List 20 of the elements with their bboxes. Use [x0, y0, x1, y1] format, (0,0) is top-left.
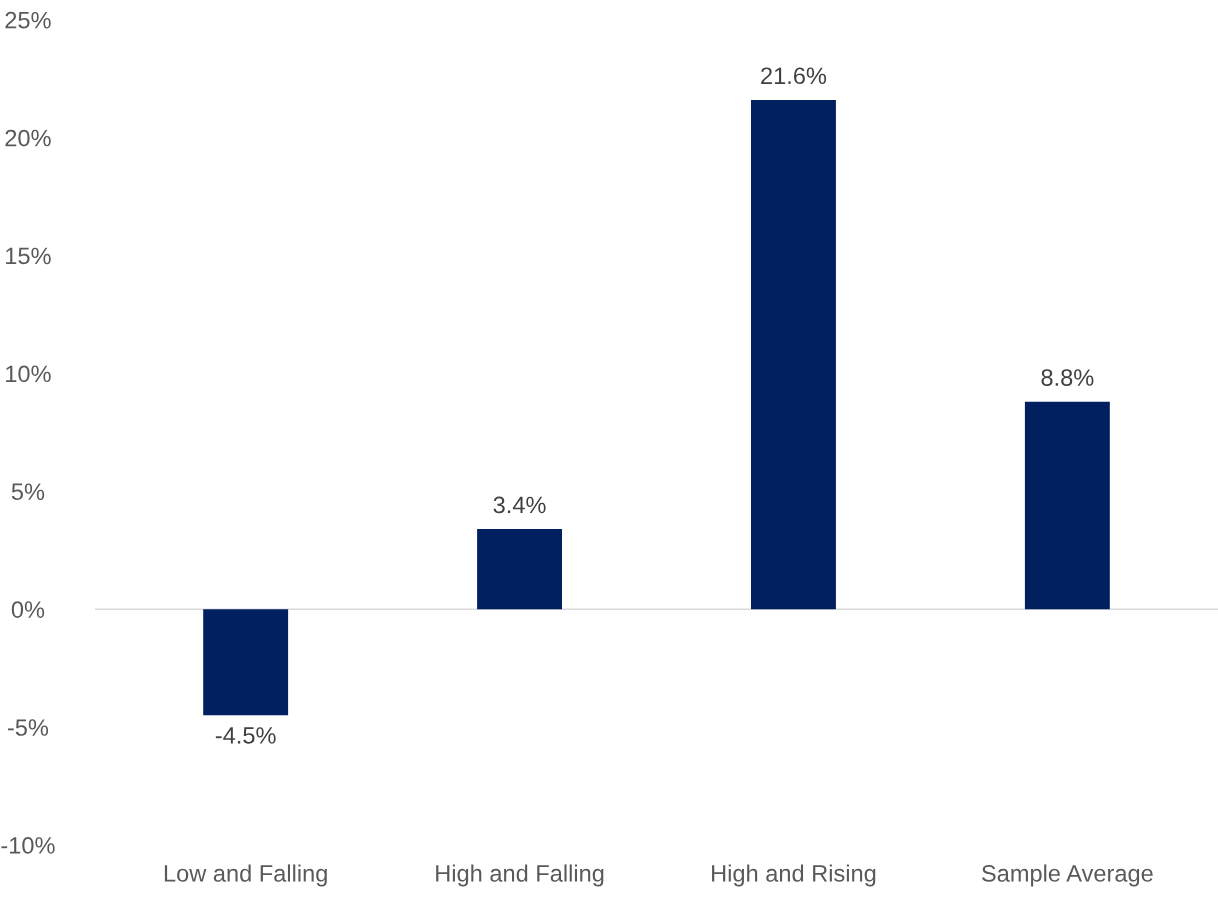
bar [203, 609, 289, 716]
data-label: 3.4% [493, 496, 546, 514]
y-tick-label: -10% [1, 837, 55, 854]
bar [477, 529, 563, 610]
y-tick-label: 20% [5, 129, 51, 147]
y-tick-label: 5% [11, 483, 45, 501]
x-tick-label: Sample Average [982, 864, 1153, 887]
y-tick-label: -5% [7, 719, 49, 736]
y-tick-label: 25% [5, 11, 51, 29]
y-tick-label: 15% [6, 247, 51, 265]
x-tick-label: Low and Falling [164, 864, 327, 887]
data-label: 21.6% [761, 67, 827, 85]
bar [751, 99, 836, 610]
x-tick-label: High and Rising [712, 864, 876, 887]
y-tick-label: 10% [6, 365, 51, 383]
x-tick-label: High and Falling [436, 864, 604, 887]
data-label: -4.5% [215, 727, 276, 744]
y-tick-label: 0% [11, 601, 45, 618]
data-label: 8.8% [1041, 369, 1094, 386]
bar [1024, 401, 1110, 610]
